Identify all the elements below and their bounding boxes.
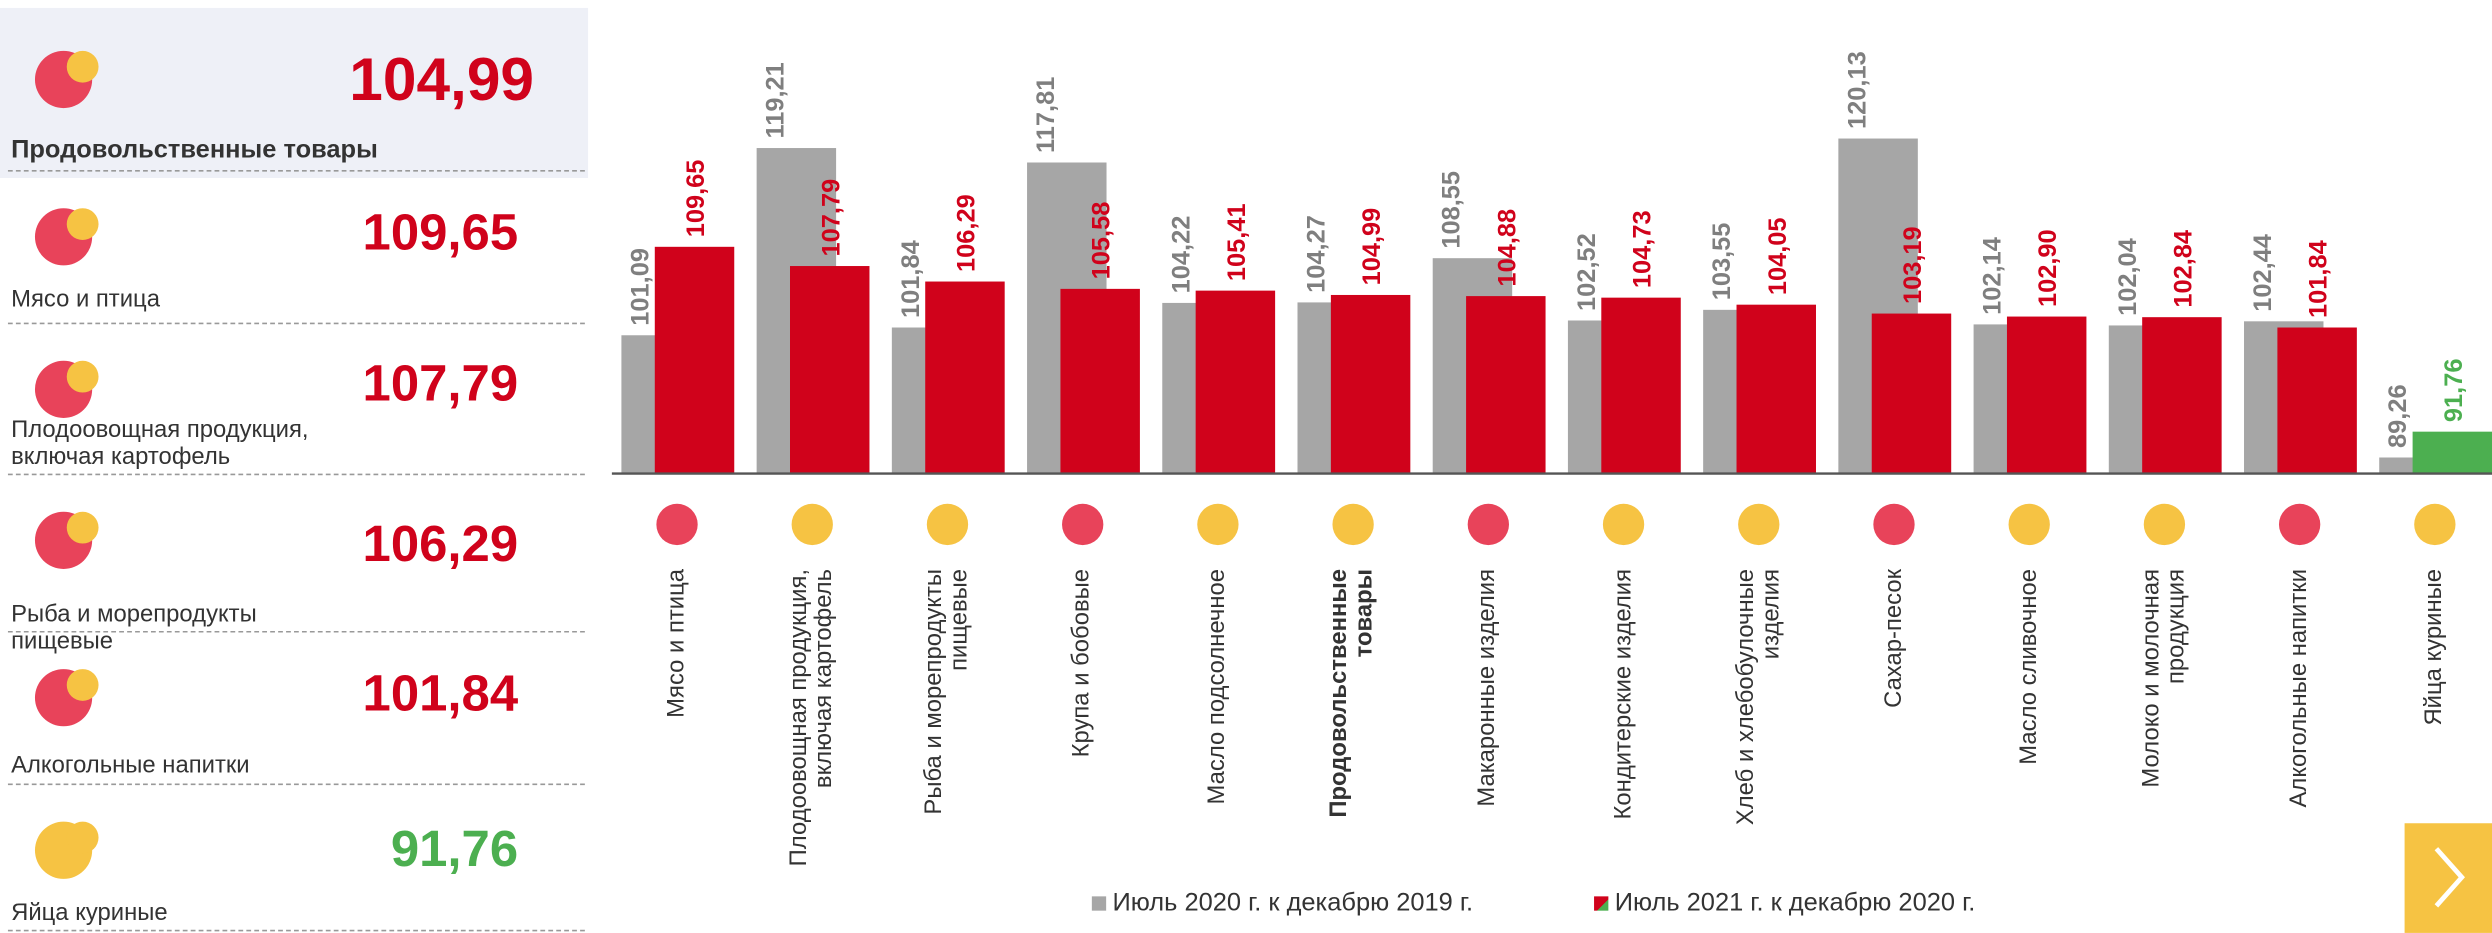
x-tick-label: Рыба и морепродукты пищевые — [922, 569, 973, 871]
bar — [1601, 298, 1680, 474]
value-label: 120,13 — [1843, 51, 1871, 129]
bar — [1737, 305, 1816, 474]
icon-shape — [2009, 504, 2050, 545]
icon-shape — [1468, 504, 1509, 545]
bar — [925, 282, 1004, 474]
x-tick-label: Сахар-песок — [1881, 569, 1906, 871]
value-label: 117,81 — [1032, 77, 1060, 153]
value-label: 109,65 — [682, 160, 710, 238]
legend-label: Июль 2021 г. к декабрю 2020 г. — [1615, 890, 1976, 917]
x-tick-label: Хлеб и хлебобулочные изделия — [1733, 569, 1784, 871]
bar — [1060, 289, 1139, 474]
bar — [790, 266, 869, 474]
value-label: 101,84 — [897, 240, 925, 318]
value-label: 102,04 — [2114, 238, 2142, 316]
icon-shape — [656, 504, 697, 545]
value-label: 107,79 — [817, 179, 845, 257]
legend-label: Июль 2020 г. к декабрю 2019 г. — [1113, 890, 1474, 917]
root: 104,99 Продовольственные товары 109,65 Мясо… — [0, 0, 2492, 933]
value-label: 101,09 — [626, 248, 654, 326]
x-tick-label: Масло подсолнечное — [1205, 569, 1230, 871]
value-label: 104,05 — [1764, 217, 1792, 295]
value-label: 103,19 — [1899, 226, 1927, 304]
value-label: 102,90 — [2034, 229, 2062, 307]
x-tick-label: Крупа и бобовые — [1070, 569, 1095, 871]
icon-shape — [1062, 504, 1103, 545]
value-label: 104,99 — [1358, 208, 1386, 286]
value-label: 102,14 — [1979, 237, 2007, 315]
bar — [2007, 317, 2086, 474]
value-label: 108,55 — [1438, 171, 1466, 249]
value-label: 91,76 — [2440, 359, 2468, 423]
value-label: 119,21 — [762, 62, 790, 138]
x-tick-label: Макаронные изделия — [1476, 569, 1501, 871]
x-tick-label: Плодоовощная продукция, включая картофел… — [787, 569, 838, 871]
value-label: 103,55 — [1708, 223, 1736, 301]
chevron — [2405, 823, 2492, 933]
icon-shape — [1197, 504, 1238, 545]
bar — [1872, 314, 1951, 474]
x-tick-label: Продовольственные товары — [1328, 569, 1379, 871]
icon-shape — [2414, 504, 2455, 545]
value-label: 101,84 — [2305, 240, 2333, 318]
bar — [2277, 328, 2356, 474]
x-tick-label: Молоко и молочная продукция — [2139, 569, 2190, 871]
x-tick-label: Кондитерские изделия — [1611, 569, 1636, 871]
bar — [1196, 291, 1275, 474]
value-label: 106,29 — [952, 194, 980, 272]
icon-shape — [1873, 504, 1914, 545]
legend-item: Июль 2020 г. к декабрю 2019 г. — [1092, 890, 1473, 919]
bar — [1331, 295, 1410, 474]
value-label: 89,26 — [2384, 384, 2412, 448]
value-label: 102,84 — [2169, 230, 2197, 308]
value-label: 102,44 — [2249, 234, 2277, 312]
bar — [1466, 296, 1545, 474]
icon-shape — [927, 504, 968, 545]
chart: 101,09 109,65 119,21 107,79 101,84 106,29 117,… — [0, 0, 2492, 933]
value-label: 104,73 — [1629, 210, 1657, 288]
bar — [655, 247, 734, 474]
icon-shape — [792, 504, 833, 545]
value-label: 104,22 — [1167, 216, 1195, 294]
icon-shape — [2144, 504, 2185, 545]
page: 104,99 Продовольственные товары 109,65 Мясо… — [0, 0, 2492, 933]
icon-shape — [1738, 504, 1779, 545]
next-button[interactable] — [2405, 823, 2492, 933]
value-label: 105,41 — [1223, 203, 1251, 281]
legend-item: Июль 2021 г. к декабрю 2020 г. — [1594, 890, 1975, 919]
x-tick-label: Алкогольные напитки — [2287, 569, 2312, 871]
x-tick-label: Мясо и птица — [664, 569, 689, 871]
icon-shape — [2279, 504, 2320, 545]
value-label: 102,52 — [1573, 233, 1601, 311]
value-label: 104,27 — [1303, 215, 1331, 293]
value-label: 105,58 — [1088, 202, 1116, 280]
bar — [2413, 432, 2492, 474]
x-tick-label: Масло сливочное — [2016, 569, 2041, 871]
icon-shape — [1603, 504, 1644, 545]
value-label: 104,88 — [1493, 209, 1521, 287]
icon-shape — [1332, 504, 1373, 545]
bar — [2142, 317, 2221, 473]
